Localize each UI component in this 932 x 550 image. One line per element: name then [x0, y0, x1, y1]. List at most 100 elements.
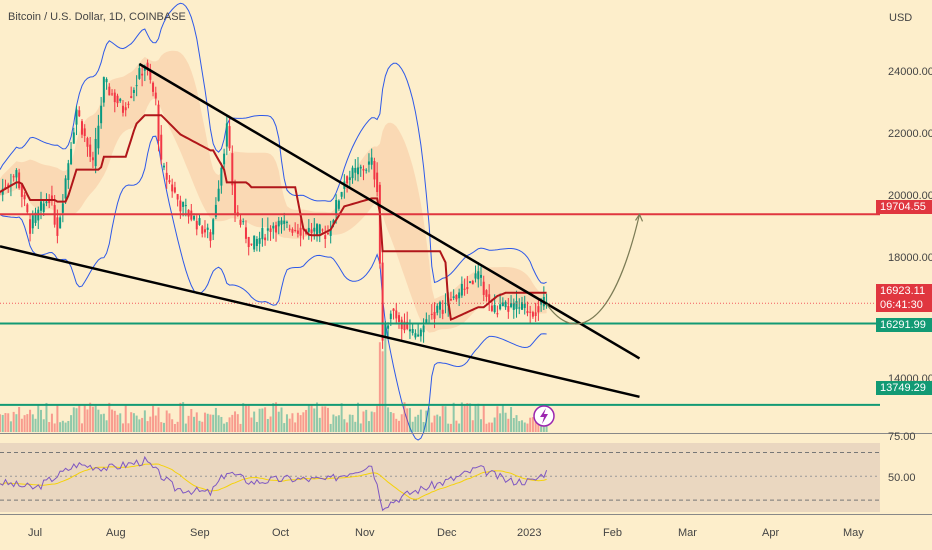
volume-bar: [113, 410, 116, 432]
rsi-ma-line: [0, 463, 547, 500]
candle-body: [449, 299, 452, 301]
candle-body: [490, 305, 493, 311]
time-label-mar: Mar: [678, 527, 697, 539]
candle-body: [214, 204, 217, 217]
candle-body: [387, 325, 390, 329]
volume-bar: [343, 419, 346, 432]
candle-body: [201, 226, 204, 234]
candle-body: [406, 321, 409, 329]
volume-bar: [214, 407, 217, 432]
candle-body: [425, 319, 428, 324]
volume-bar: [255, 421, 258, 432]
lightning-icon[interactable]: [533, 405, 555, 427]
volume-bar: [220, 416, 223, 432]
volume-bar: [228, 417, 231, 432]
candle-body: [376, 172, 379, 193]
volume-bar: [15, 414, 18, 432]
volume-bar: [318, 417, 321, 432]
baseline-indicator: [0, 114, 547, 321]
price-scale-background[interactable]: [880, 0, 932, 550]
volume-bar: [91, 406, 94, 432]
candle-body: [471, 281, 474, 285]
candle-body: [419, 329, 422, 337]
candle-body: [269, 228, 272, 232]
volume-bar: [119, 413, 122, 432]
candle-body: [291, 229, 294, 233]
candle-body: [261, 228, 264, 240]
candle-body: [138, 68, 141, 79]
candle-body: [234, 181, 237, 214]
volume-bar: [335, 416, 338, 432]
volume-bar: [146, 421, 149, 432]
candle-body: [223, 153, 226, 165]
volume-bar: [9, 421, 12, 432]
cloud-area: [0, 50, 547, 333]
volume-bar: [132, 413, 135, 432]
candle-body: [42, 203, 45, 212]
volume-bar: [212, 414, 215, 432]
volume-bar: [458, 423, 461, 432]
volume-bar: [236, 414, 239, 432]
current-price-tag[interactable]: 16923.11: [876, 284, 932, 298]
resistance-price-tag[interactable]: 19704.55: [876, 200, 932, 214]
volume-bar: [184, 423, 187, 432]
candle-body: [86, 138, 89, 147]
volume-bar: [160, 422, 163, 432]
volume-bar: [201, 421, 204, 432]
volume-bar: [515, 415, 518, 432]
candle-body: [346, 176, 349, 184]
volume-bar: [518, 421, 521, 432]
volume-bar: [381, 351, 384, 432]
candle-body: [100, 105, 103, 124]
support2-price-tag[interactable]: 13749.29: [876, 381, 932, 395]
candle-body: [105, 79, 108, 83]
volume-bar: [61, 420, 64, 432]
candle-body: [135, 85, 138, 87]
volume-bar: [59, 422, 62, 432]
volume-bar: [288, 418, 291, 432]
candle-body: [501, 302, 504, 307]
candle-body: [184, 205, 187, 207]
support1-price-tag[interactable]: 16291.99: [876, 318, 932, 332]
candle-body: [493, 304, 496, 313]
volume-bar: [162, 422, 165, 432]
horizontal-levels[interactable]: [0, 213, 880, 406]
volume-bar: [430, 422, 433, 432]
volume-bar: [469, 403, 472, 432]
candle-body: [39, 201, 42, 211]
candle-body: [531, 312, 534, 317]
candle-body: [111, 93, 114, 95]
candle-body: [247, 237, 250, 248]
volume-bar: [234, 411, 237, 432]
volume-bar: [253, 411, 256, 432]
candle-body: [403, 321, 406, 331]
candle-body: [381, 262, 384, 341]
candle-body: [340, 191, 343, 197]
volume-bar: [348, 414, 351, 432]
candle-body: [499, 304, 502, 310]
volume-bar: [307, 404, 310, 432]
projection-arrow[interactable]: [546, 213, 644, 325]
projection-arrowhead: [635, 213, 644, 222]
candle-body: [414, 333, 417, 338]
volume-bar: [121, 423, 124, 432]
candle-body: [7, 184, 10, 187]
volume-bar: [269, 416, 272, 432]
candle-body: [507, 305, 510, 312]
candle-body: [321, 229, 324, 231]
candle-body: [441, 309, 444, 314]
volume-bar: [507, 418, 510, 432]
candle-body: [182, 201, 185, 207]
volume-bar: [223, 423, 226, 432]
volume-bar: [244, 405, 247, 432]
candle-body: [152, 82, 155, 92]
trend-lines[interactable]: [0, 62, 641, 399]
volume-bar: [206, 413, 209, 432]
volume-bar: [283, 423, 286, 432]
candle-body: [48, 200, 51, 204]
candle-body: [29, 219, 32, 234]
candle-body: [64, 178, 67, 199]
countdown-tag: 06:41:30: [876, 298, 932, 312]
volume-bar: [531, 417, 534, 432]
